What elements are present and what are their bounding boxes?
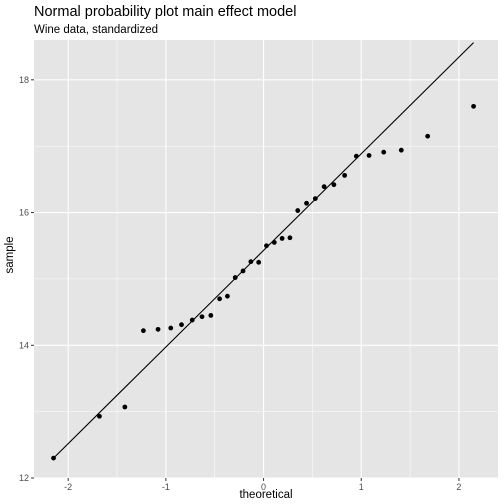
data-point [208, 313, 214, 318]
grid-minor [34, 40, 498, 478]
data-point [97, 413, 102, 419]
data-point [240, 268, 246, 274]
x-axis-ticks: -2 -1 0 1 2 [64, 478, 461, 492]
y-axis-title: sample [4, 236, 16, 273]
data-point [304, 200, 309, 206]
data-point [295, 208, 301, 213]
x-tick-label: 0 [261, 482, 266, 492]
plot-panel [34, 40, 498, 478]
x-tick-label: -2 [64, 482, 72, 492]
data-point [381, 149, 387, 155]
grid-major [34, 40, 498, 479]
x-axis-title: theoretical [239, 489, 292, 501]
data-point [353, 153, 359, 159]
data-point [232, 275, 238, 280]
chart-title: Normal probability plot main effect mode… [34, 4, 296, 20]
data-point [287, 235, 293, 241]
y-tick-label: 18 [19, 75, 29, 85]
data-point [155, 326, 161, 332]
data-point [264, 243, 269, 249]
data-point [189, 317, 195, 323]
chart-subtitle: Wine data, standardized [34, 24, 158, 36]
data-points [51, 103, 476, 461]
reference-line [53, 42, 474, 459]
data-point [199, 314, 205, 320]
data-point [51, 455, 56, 461]
data-point [271, 240, 277, 245]
data-point [425, 133, 431, 139]
data-point [141, 328, 146, 334]
data-point [398, 147, 404, 153]
data-point [331, 182, 337, 188]
data-point [471, 103, 476, 109]
x-tick-label: -1 [162, 482, 170, 492]
data-point [248, 259, 254, 265]
data-point [179, 322, 184, 328]
data-point [225, 293, 230, 299]
data-point [217, 296, 223, 302]
data-point [122, 404, 128, 410]
y-tick-label: 14 [19, 340, 29, 350]
y-tick-label: 16 [19, 208, 29, 218]
data-point [321, 184, 327, 190]
data-point [312, 196, 318, 202]
data-point [342, 172, 348, 178]
data-point [168, 325, 174, 331]
data-point [279, 236, 285, 241]
data-point [256, 259, 262, 265]
x-tick-label: 2 [456, 482, 461, 492]
x-tick-label: 1 [359, 482, 364, 492]
y-axis-ticks: 12 14 16 18 [19, 75, 34, 483]
y-tick-label: 12 [19, 473, 29, 483]
data-point [366, 153, 372, 158]
